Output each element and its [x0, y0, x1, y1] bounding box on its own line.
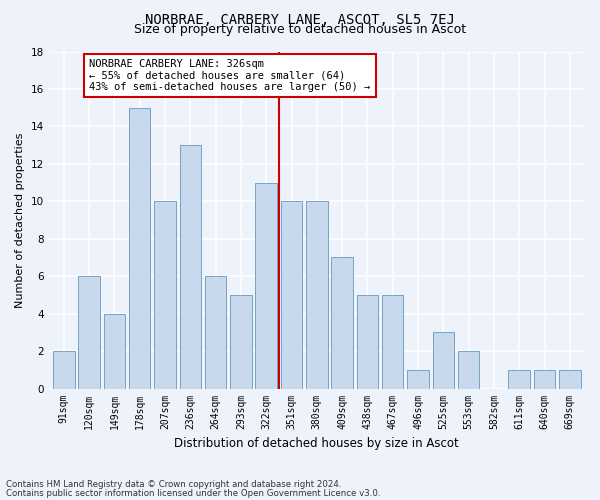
- Bar: [79, 276, 100, 388]
- Bar: [508, 370, 530, 388]
- Bar: [433, 332, 454, 388]
- Bar: [205, 276, 226, 388]
- Bar: [129, 108, 151, 388]
- Bar: [256, 182, 277, 388]
- Bar: [179, 145, 201, 388]
- Bar: [331, 258, 353, 388]
- Bar: [154, 202, 176, 388]
- Text: Size of property relative to detached houses in Ascot: Size of property relative to detached ho…: [134, 22, 466, 36]
- Bar: [559, 370, 581, 388]
- Text: NORBRAE CARBERY LANE: 326sqm
← 55% of detached houses are smaller (64)
43% of se: NORBRAE CARBERY LANE: 326sqm ← 55% of de…: [89, 59, 370, 92]
- Bar: [281, 202, 302, 388]
- Bar: [458, 351, 479, 389]
- Y-axis label: Number of detached properties: Number of detached properties: [15, 132, 25, 308]
- Bar: [230, 295, 251, 388]
- Bar: [306, 202, 328, 388]
- X-axis label: Distribution of detached houses by size in Ascot: Distribution of detached houses by size …: [175, 437, 459, 450]
- Text: Contains public sector information licensed under the Open Government Licence v3: Contains public sector information licen…: [6, 488, 380, 498]
- Bar: [356, 295, 378, 388]
- Bar: [407, 370, 429, 388]
- Bar: [534, 370, 555, 388]
- Bar: [104, 314, 125, 388]
- Bar: [53, 351, 74, 389]
- Text: NORBRAE, CARBERY LANE, ASCOT, SL5 7EJ: NORBRAE, CARBERY LANE, ASCOT, SL5 7EJ: [145, 12, 455, 26]
- Bar: [382, 295, 403, 388]
- Text: Contains HM Land Registry data © Crown copyright and database right 2024.: Contains HM Land Registry data © Crown c…: [6, 480, 341, 489]
